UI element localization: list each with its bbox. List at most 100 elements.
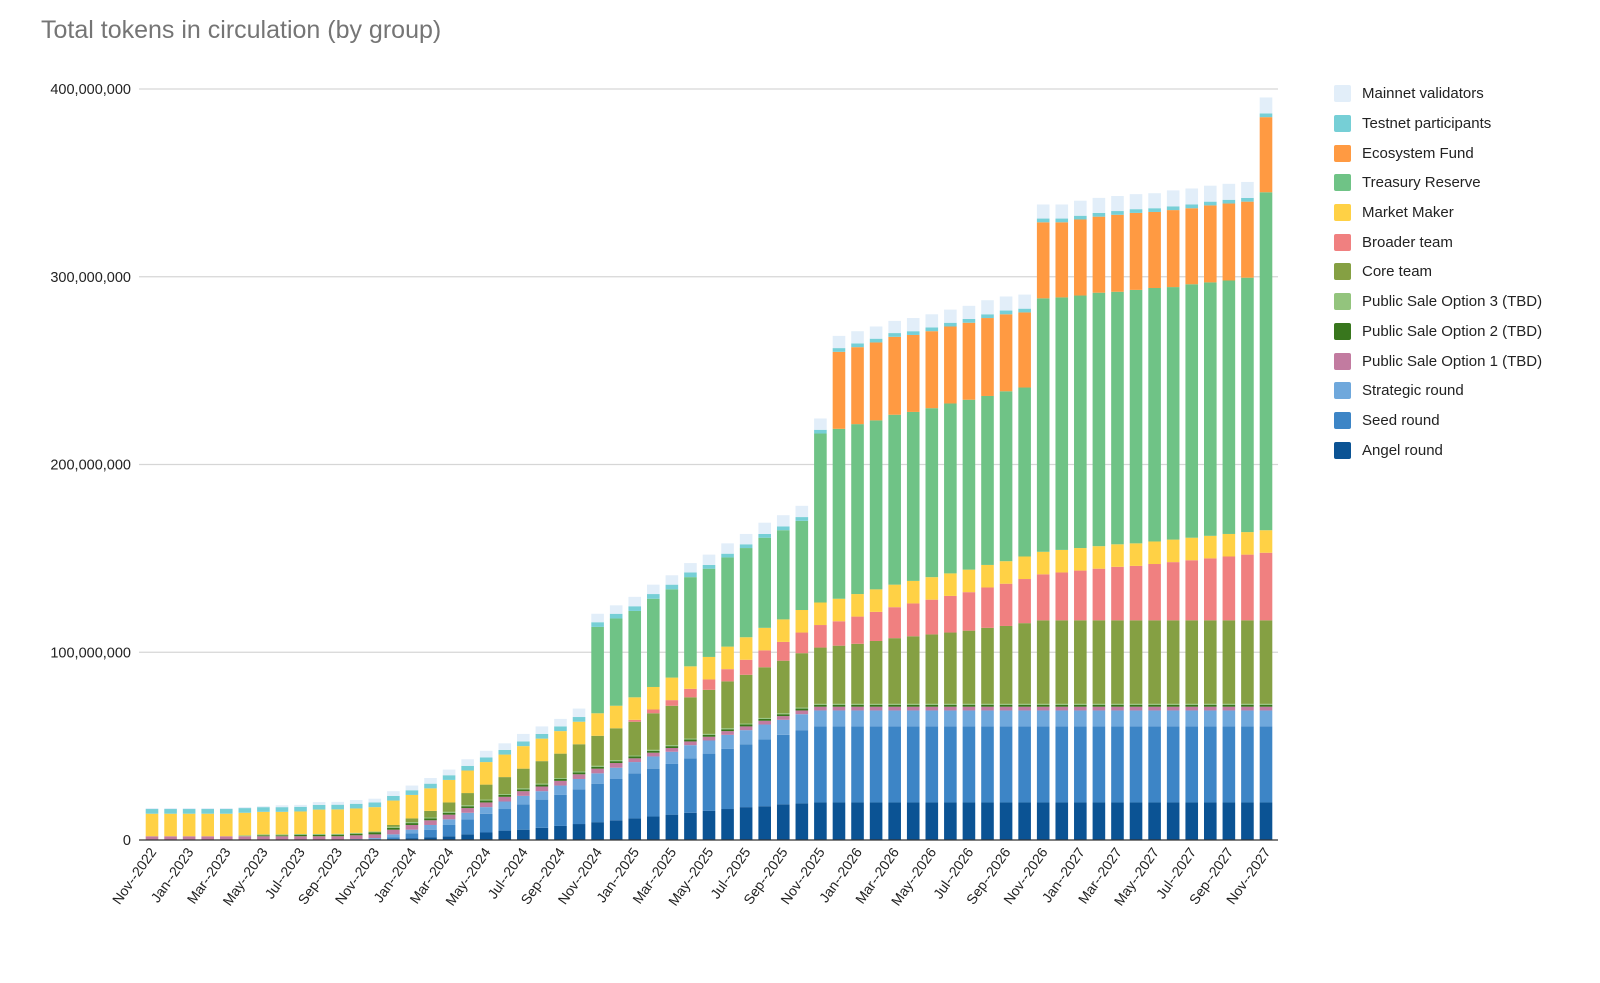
bar-segment-broader-team [628, 719, 642, 722]
bar-segment-ecosystem-fund [832, 351, 846, 429]
bar-segment-broader-team [851, 616, 864, 644]
bar-segment-treasury-reserve [739, 548, 753, 638]
bar-segment-market-maker [257, 811, 270, 835]
bar-segment-broader-team [999, 583, 1013, 626]
bar-segment-testnet-participants [1018, 308, 1031, 313]
bar-segment-broader-team [925, 599, 939, 635]
bar-segment-treasury-reserve [981, 395, 994, 565]
bar-stack [609, 605, 623, 840]
legend-item[interactable]: Strategic round [1334, 376, 1542, 406]
bar-segment-mainnet-validators [219, 808, 233, 810]
bar-segment-mainnet-validators [535, 726, 549, 734]
bar-stack [201, 808, 214, 840]
bar-segment-seed-round [1129, 726, 1143, 803]
legend-item[interactable]: Ecosystem Fund [1334, 138, 1542, 168]
bar-segment-public-sale-option-3-tbd [498, 794, 512, 795]
bar-segment-angel-round [647, 816, 660, 840]
legend-item[interactable]: Public Sale Option 3 (TBD) [1334, 287, 1542, 317]
bar-stack [219, 808, 233, 840]
bar-segment-public-sale-option-3-tbd [1204, 703, 1217, 705]
legend-item[interactable]: Broader team [1334, 227, 1542, 257]
bar-segment-testnet-participants [145, 809, 159, 814]
bar-segment-treasury-reserve [906, 411, 920, 581]
bar-segment-seed-round [925, 726, 939, 803]
bar-segment-core-team [776, 660, 790, 714]
bar-stack [795, 505, 809, 840]
legend-item[interactable]: Core team [1334, 257, 1542, 287]
legend-item[interactable]: Testnet participants [1334, 109, 1542, 139]
bar-stack [758, 522, 771, 840]
bar-segment-testnet-participants [776, 526, 790, 531]
bar-segment-market-maker [442, 779, 456, 803]
bar-segment-market-maker [684, 666, 697, 689]
bar-stack [851, 331, 864, 840]
bar-segment-public-sale-option-2-tbd [1018, 704, 1031, 707]
bar-segment-market-maker [944, 573, 957, 596]
legend-item[interactable]: Seed round [1334, 406, 1542, 436]
bar-segment-mainnet-validators [275, 805, 289, 808]
bar-segment-public-sale-option-1-tbd [962, 706, 976, 711]
bar-segment-public-sale-option-2-tbd [572, 772, 586, 775]
bar-segment-strategic-round [1222, 710, 1236, 727]
bar-segment-broader-team [832, 621, 846, 646]
bar-segment-testnet-participants [962, 318, 976, 323]
bar-segment-seed-round [1018, 726, 1031, 803]
bar-segment-public-sale-option-1-tbd [461, 808, 474, 813]
legend-swatch [1334, 293, 1351, 311]
bar-segment-public-sale-option-2-tbd [1148, 704, 1161, 707]
bar-segment-testnet-participants [981, 314, 994, 319]
bar-segment-testnet-participants [888, 333, 901, 337]
legend-item[interactable]: Market Maker [1334, 198, 1542, 228]
legend-item[interactable]: Public Sale Option 2 (TBD) [1334, 317, 1542, 347]
bar-segment-strategic-round [628, 762, 642, 774]
bar-segment-public-sale-option-1-tbd [1055, 706, 1069, 711]
bar-segment-testnet-participants [758, 533, 771, 538]
bar-segment-seed-round [628, 773, 642, 819]
bar-segment-treasury-reserve [647, 598, 660, 687]
legend-item[interactable]: Mainnet validators [1334, 79, 1542, 109]
legend-swatch [1334, 382, 1351, 400]
bar-segment-public-sale-option-2-tbd [554, 778, 567, 781]
bar-segment-market-maker [795, 610, 809, 633]
bar-segment-mainnet-validators [684, 563, 697, 573]
bar-segment-angel-round [591, 822, 604, 840]
bar-segment-strategic-round [962, 710, 976, 727]
bar-segment-angel-round [1055, 802, 1069, 840]
bar-segment-treasury-reserve [776, 530, 790, 620]
bar-segment-public-sale-option-1-tbd [387, 829, 400, 835]
bar-segment-treasury-reserve [1074, 295, 1087, 549]
bar-segment-mainnet-validators [182, 808, 196, 810]
bar-segment-mainnet-validators [591, 613, 604, 623]
bar-segment-testnet-participants [1074, 215, 1087, 220]
bar-segment-angel-round [795, 803, 809, 840]
bar-segment-strategic-round [1111, 710, 1124, 727]
bar-segment-angel-round [442, 836, 456, 840]
gridlines [139, 88, 1278, 653]
bar-segment-mainnet-validators [164, 808, 177, 810]
legend-item[interactable]: Public Sale Option 1 (TBD) [1334, 346, 1542, 376]
bar-segment-public-sale-option-3-tbd [1185, 703, 1199, 705]
bar-segment-testnet-participants [721, 553, 734, 558]
bar-segment-public-sale-option-2-tbd [349, 833, 363, 836]
bar-stack [498, 743, 512, 840]
legend-swatch [1334, 263, 1351, 281]
bar-segment-public-sale-option-3-tbd [647, 749, 660, 751]
bar-segment-ecosystem-fund [1259, 117, 1273, 193]
bar-segment-public-sale-option-2-tbd [721, 729, 734, 732]
bar-segment-public-sale-option-3-tbd [572, 771, 586, 773]
bar-segment-mainnet-validators [758, 522, 771, 534]
legend-item[interactable]: Angel round [1334, 435, 1542, 465]
bar-segment-mainnet-validators [517, 733, 530, 742]
legend-item[interactable]: Treasury Reserve [1334, 168, 1542, 198]
bar-segment-mainnet-validators [442, 769, 456, 776]
legend-swatch [1334, 115, 1351, 133]
bar-segment-seed-round [517, 804, 530, 830]
bar-segment-treasury-reserve [869, 420, 883, 590]
bar-segment-broader-team [906, 603, 920, 637]
bar-segment-public-sale-option-2-tbd [851, 704, 864, 707]
bar-segment-public-sale-option-3-tbd [479, 799, 493, 801]
bar-segment-core-team [721, 681, 734, 729]
bar-segment-seed-round [498, 809, 512, 831]
bar-segment-seed-round [665, 763, 679, 815]
bar-segment-public-sale-option-3-tbd [776, 713, 790, 715]
